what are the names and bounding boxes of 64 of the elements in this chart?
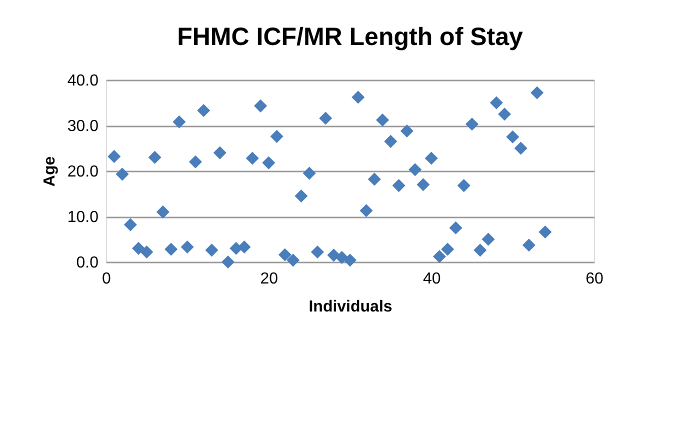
point <box>319 112 332 125</box>
point <box>172 115 186 128</box>
point <box>221 255 235 269</box>
point <box>498 108 512 121</box>
point <box>148 150 162 164</box>
x-axis-title: Individuals <box>308 298 392 316</box>
point <box>538 225 552 238</box>
point <box>530 86 544 100</box>
point <box>335 250 348 264</box>
point <box>180 240 194 254</box>
chart-title: FHMC ICF/MR Length of Stay <box>177 23 523 51</box>
point <box>286 254 300 267</box>
x-tick-label: 60 <box>586 270 604 288</box>
point <box>188 155 202 168</box>
point <box>246 152 259 165</box>
y-tick-label: 30.0 <box>67 118 99 135</box>
point <box>400 124 414 138</box>
point <box>490 96 503 110</box>
point <box>506 130 520 144</box>
point <box>310 245 324 259</box>
point <box>124 218 137 232</box>
point <box>514 142 528 155</box>
point <box>441 242 454 256</box>
point <box>368 172 381 186</box>
point <box>132 242 146 255</box>
y-tick-label: 20.0 <box>67 164 99 180</box>
point <box>213 146 226 160</box>
point <box>238 240 251 254</box>
point <box>384 134 398 148</box>
point <box>270 130 284 143</box>
point <box>164 242 178 256</box>
point <box>465 118 479 131</box>
point <box>140 245 154 259</box>
x-tick-label: 0 <box>102 270 112 288</box>
point <box>360 204 373 218</box>
y-tick-label: 10.0 <box>67 209 99 226</box>
x-tick-label: 40 <box>422 270 441 288</box>
y-axis-title: Age <box>41 156 58 187</box>
point <box>432 250 446 264</box>
point <box>156 205 170 218</box>
point <box>262 156 276 170</box>
point <box>352 90 365 104</box>
point <box>408 163 422 176</box>
point <box>205 244 218 257</box>
point <box>457 179 470 192</box>
point <box>482 232 495 246</box>
y-tick-label: 0.0 <box>76 254 99 272</box>
point <box>522 238 536 252</box>
x-tick-label: 20 <box>260 270 278 288</box>
point <box>424 152 438 165</box>
point <box>254 99 268 112</box>
point <box>416 178 430 192</box>
point <box>278 248 292 262</box>
point <box>116 168 129 181</box>
point <box>376 114 390 127</box>
point <box>108 150 121 163</box>
point <box>449 221 462 234</box>
point <box>343 254 357 267</box>
point <box>302 166 316 180</box>
point <box>294 190 308 203</box>
point <box>197 104 210 118</box>
point <box>474 244 487 257</box>
y-tick-label: 40.0 <box>67 72 99 90</box>
point <box>392 179 406 192</box>
